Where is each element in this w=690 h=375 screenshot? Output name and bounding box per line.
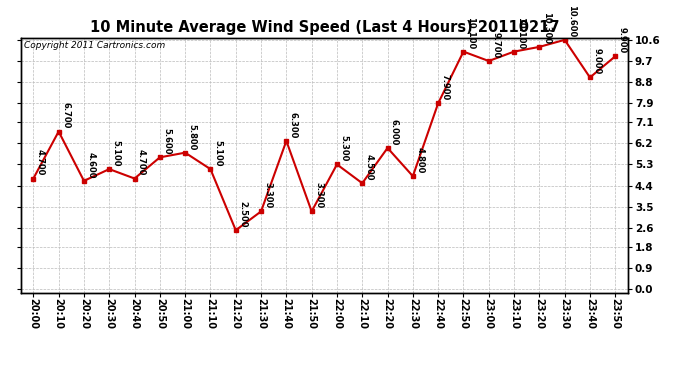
Text: 5.300: 5.300	[339, 135, 348, 162]
Text: 2.500: 2.500	[238, 201, 247, 228]
Text: 4.700: 4.700	[137, 149, 146, 176]
Text: 10.100: 10.100	[517, 16, 526, 49]
Text: 9.700: 9.700	[491, 32, 500, 58]
Text: 3.300: 3.300	[264, 182, 273, 209]
Text: 10.100: 10.100	[466, 16, 475, 49]
Text: Copyright 2011 Cartronics.com: Copyright 2011 Cartronics.com	[23, 41, 165, 50]
Text: 5.100: 5.100	[112, 140, 121, 166]
Text: 4.800: 4.800	[415, 147, 424, 173]
Text: 5.600: 5.600	[162, 128, 171, 154]
Text: 3.300: 3.300	[314, 182, 323, 209]
Text: 7.900: 7.900	[441, 74, 450, 100]
Text: 5.100: 5.100	[213, 140, 222, 166]
Text: 9.000: 9.000	[593, 48, 602, 75]
Text: 10.300: 10.300	[542, 12, 551, 44]
Text: 6.300: 6.300	[289, 112, 298, 138]
Text: 4.700: 4.700	[36, 149, 45, 176]
Text: 6.000: 6.000	[390, 119, 399, 145]
Text: 10.600: 10.600	[567, 5, 576, 37]
Text: 4.600: 4.600	[86, 152, 95, 178]
Text: 9.900: 9.900	[618, 27, 627, 54]
Text: 4.500: 4.500	[365, 154, 374, 180]
Text: 6.700: 6.700	[61, 102, 70, 129]
Title: 10 Minute Average Wind Speed (Last 4 Hours) 20110217: 10 Minute Average Wind Speed (Last 4 Hou…	[90, 20, 559, 35]
Text: 5.800: 5.800	[188, 123, 197, 150]
